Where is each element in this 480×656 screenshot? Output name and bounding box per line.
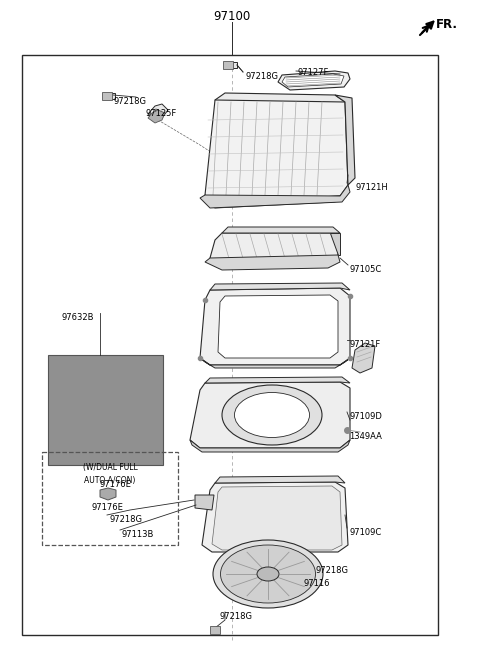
Text: 97125F: 97125F [145,109,176,118]
Bar [22,55,438,635]
Text: 97100: 97100 [214,9,251,22]
Polygon shape [330,233,340,255]
Polygon shape [102,92,112,100]
Ellipse shape [235,392,310,438]
Polygon shape [205,377,350,383]
Ellipse shape [257,567,279,581]
Ellipse shape [220,545,315,603]
Text: 97176E: 97176E [99,480,131,489]
Text: 97218G: 97218G [219,612,252,621]
Text: 97127F: 97127F [298,68,329,77]
Polygon shape [352,343,375,373]
Text: 97218G: 97218G [245,72,278,81]
Text: 97176E: 97176E [91,503,123,512]
Text: AUTO A/CON): AUTO A/CON) [84,476,136,485]
Polygon shape [210,626,220,634]
Polygon shape [100,488,116,500]
Polygon shape [200,358,350,368]
Text: 97109D: 97109D [349,412,382,421]
Text: 97632B: 97632B [62,313,95,322]
Polygon shape [215,476,345,483]
Polygon shape [278,71,350,90]
Polygon shape [200,288,350,365]
Polygon shape [210,283,350,290]
Polygon shape [222,227,340,233]
Polygon shape [205,255,340,270]
Text: 97116: 97116 [304,579,331,588]
Ellipse shape [222,385,322,445]
Polygon shape [218,295,338,358]
Polygon shape [335,95,355,185]
Polygon shape [190,440,350,452]
Text: (W/DUAL FULL: (W/DUAL FULL [83,463,137,472]
Text: 97109C: 97109C [349,528,381,537]
Polygon shape [205,100,348,202]
Polygon shape [200,185,350,208]
Polygon shape [148,110,165,123]
Polygon shape [282,74,344,87]
Bar [48,355,163,465]
Text: 1349AA: 1349AA [349,432,382,441]
Text: 97218G: 97218G [109,515,142,524]
Text: 97218G: 97218G [113,97,146,106]
Polygon shape [190,382,350,448]
Text: 97105C: 97105C [349,265,381,274]
Text: FR.: FR. [436,18,458,31]
Polygon shape [105,93,115,99]
Polygon shape [212,486,342,550]
Ellipse shape [213,540,323,608]
Polygon shape [202,482,348,552]
Bar [42,452,178,545]
Text: 97218G: 97218G [316,566,349,575]
Polygon shape [215,93,345,110]
Polygon shape [223,61,233,69]
Polygon shape [205,195,340,208]
Polygon shape [148,104,168,120]
Polygon shape [228,62,237,68]
Polygon shape [210,233,340,263]
Text: 97121H: 97121H [355,183,388,192]
Text: 97121F: 97121F [349,340,380,349]
Text: 97113B: 97113B [122,530,155,539]
Polygon shape [195,495,214,510]
